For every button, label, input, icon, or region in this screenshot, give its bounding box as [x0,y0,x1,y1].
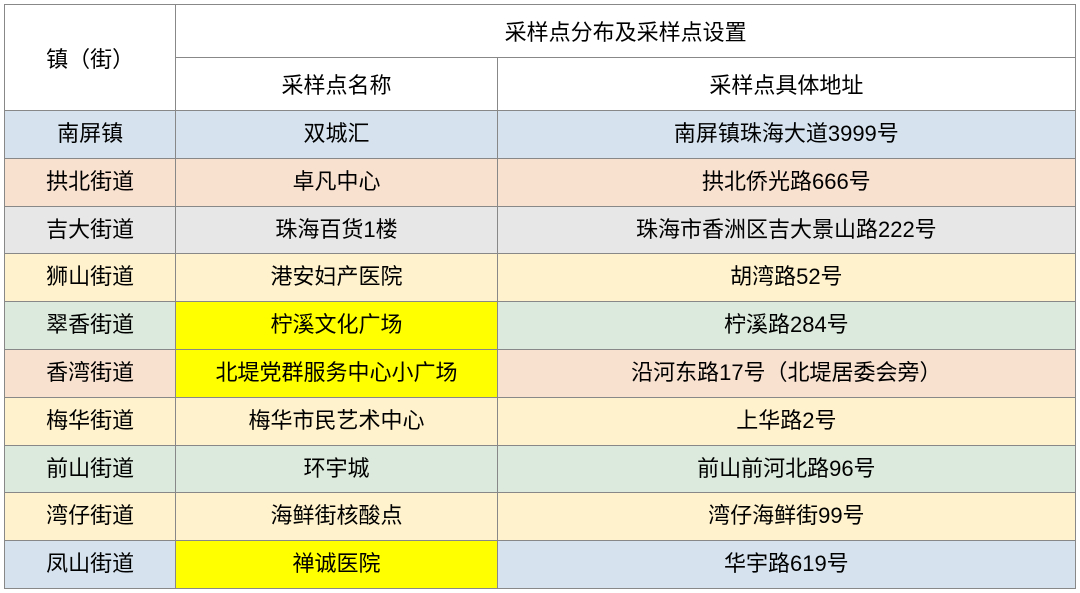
cell-name: 禅诚医院 [176,541,497,589]
cell-name: 北堤党群服务中心小广场 [176,349,497,397]
table-row: 狮山街道港安妇产医院胡湾路52号 [5,254,1076,302]
cell-address: 上华路2号 [497,397,1075,445]
cell-name: 港安妇产医院 [176,254,497,302]
table-row: 湾仔街道海鲜街核酸点湾仔海鲜街99号 [5,493,1076,541]
cell-address: 胡湾路52号 [497,254,1075,302]
cell-district: 前山街道 [5,445,176,493]
cell-address: 湾仔海鲜街99号 [497,493,1075,541]
cell-name: 梅华市民艺术中心 [176,397,497,445]
cell-address: 华宇路619号 [497,541,1075,589]
cell-name: 双城汇 [176,111,497,159]
cell-name: 环宇城 [176,445,497,493]
table-row: 翠香街道柠溪文化广场柠溪路284号 [5,302,1076,350]
sampling-points-table: 镇（街） 采样点分布及采样点设置 采样点名称 采样点具体地址 南屏镇双城汇南屏镇… [4,4,1076,589]
cell-address: 拱北侨光路666号 [497,158,1075,206]
cell-address: 柠溪路284号 [497,302,1075,350]
cell-name: 海鲜街核酸点 [176,493,497,541]
cell-address: 沿河东路17号（北堤居委会旁） [497,349,1075,397]
cell-district: 吉大街道 [5,206,176,254]
cell-district: 翠香街道 [5,302,176,350]
table-row: 吉大街道珠海百货1楼珠海市香洲区吉大景山路222号 [5,206,1076,254]
header-district: 镇（街） [5,5,176,111]
cell-address: 南屏镇珠海大道3999号 [497,111,1075,159]
table-row: 拱北街道卓凡中心拱北侨光路666号 [5,158,1076,206]
cell-district: 南屏镇 [5,111,176,159]
table-header: 镇（街） 采样点分布及采样点设置 采样点名称 采样点具体地址 [5,5,1076,111]
table-row: 凤山街道禅诚医院华宇路619号 [5,541,1076,589]
table-row: 前山街道环宇城前山前河北路96号 [5,445,1076,493]
table-row: 梅华街道梅华市民艺术中心上华路2号 [5,397,1076,445]
header-name: 采样点名称 [176,58,497,111]
table-row: 南屏镇双城汇南屏镇珠海大道3999号 [5,111,1076,159]
cell-name: 珠海百货1楼 [176,206,497,254]
table-body: 南屏镇双城汇南屏镇珠海大道3999号拱北街道卓凡中心拱北侨光路666号吉大街道珠… [5,111,1076,589]
header-group: 采样点分布及采样点设置 [176,5,1076,58]
cell-district: 梅华街道 [5,397,176,445]
header-address: 采样点具体地址 [497,58,1075,111]
cell-district: 拱北街道 [5,158,176,206]
cell-district: 湾仔街道 [5,493,176,541]
cell-district: 凤山街道 [5,541,176,589]
table-row: 香湾街道北堤党群服务中心小广场沿河东路17号（北堤居委会旁） [5,349,1076,397]
cell-name: 柠溪文化广场 [176,302,497,350]
cell-district: 狮山街道 [5,254,176,302]
cell-address: 珠海市香洲区吉大景山路222号 [497,206,1075,254]
cell-address: 前山前河北路96号 [497,445,1075,493]
cell-name: 卓凡中心 [176,158,497,206]
cell-district: 香湾街道 [5,349,176,397]
